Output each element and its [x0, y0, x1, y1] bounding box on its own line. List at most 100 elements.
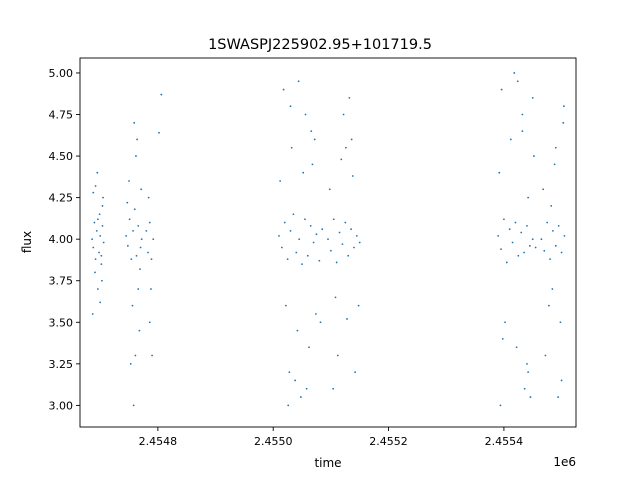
data-point — [348, 96, 351, 99]
data-point — [560, 251, 563, 254]
data-point — [498, 171, 501, 174]
data-point — [526, 362, 528, 365]
data-point — [338, 231, 341, 234]
data-point — [137, 288, 140, 290]
data-point — [332, 387, 335, 390]
data-point — [101, 224, 104, 227]
data-point — [562, 105, 565, 108]
data-point — [526, 224, 528, 227]
data-point — [309, 224, 312, 227]
data-point — [99, 301, 102, 304]
data-point — [139, 246, 142, 249]
data-point — [353, 246, 355, 249]
data-point — [543, 249, 546, 252]
data-point — [137, 224, 140, 227]
data-point — [285, 304, 287, 307]
x-tick-label: 2.4548 — [139, 435, 178, 448]
data-point — [552, 229, 554, 232]
data-point — [521, 130, 524, 133]
data-point — [147, 196, 150, 199]
data-point — [534, 246, 537, 249]
data-point — [347, 254, 350, 257]
data-point — [131, 304, 134, 307]
data-point — [313, 138, 316, 141]
data-point — [299, 396, 302, 398]
data-point — [531, 96, 534, 99]
x-axis-label: time — [314, 456, 341, 470]
data-point — [128, 218, 131, 221]
data-point — [102, 196, 104, 199]
x-tick-label: 2.4554 — [485, 435, 524, 448]
data-point — [278, 234, 280, 237]
data-point — [357, 304, 360, 307]
data-point — [500, 88, 503, 91]
data-point — [499, 404, 502, 407]
data-point — [294, 379, 297, 382]
plot-frame — [79, 57, 577, 428]
data-point — [283, 221, 286, 224]
data-point — [94, 185, 97, 187]
data-point — [533, 155, 535, 157]
data-point — [96, 288, 99, 290]
data-point — [501, 338, 504, 340]
data-point — [138, 329, 141, 332]
data-point — [91, 313, 94, 315]
x-axis-ticks: 2.4548 2.4550 2.4552 2.4554 — [139, 427, 524, 448]
data-point — [504, 321, 506, 324]
data-point — [139, 268, 141, 270]
data-point — [304, 218, 306, 221]
data-point — [553, 163, 556, 166]
data-point — [92, 191, 95, 194]
data-point — [505, 261, 508, 264]
data-point — [150, 288, 152, 290]
data-point — [344, 146, 347, 149]
data-point — [314, 313, 317, 315]
data-point — [531, 238, 534, 241]
data-point — [557, 224, 560, 227]
data-point — [151, 354, 153, 357]
data-point — [328, 188, 331, 191]
data-point — [99, 234, 102, 237]
data-point — [133, 121, 136, 124]
data-point — [544, 354, 547, 357]
data-point — [508, 228, 511, 231]
data-point — [350, 228, 352, 231]
data-point — [152, 238, 155, 241]
y-tick-label: 4.00 — [49, 233, 74, 246]
data-point — [560, 379, 563, 382]
x-tick-label: 2.4552 — [369, 435, 408, 448]
y-tick-label: 5.00 — [49, 67, 74, 80]
data-point — [279, 180, 282, 182]
data-point — [354, 371, 357, 374]
data-point — [140, 238, 143, 241]
data-point — [134, 354, 137, 357]
data-point — [312, 241, 315, 244]
data-point — [358, 241, 361, 244]
data-point — [98, 251, 100, 254]
data-point — [559, 321, 562, 324]
data-point — [95, 229, 98, 232]
data-point — [315, 233, 318, 236]
data-point — [302, 171, 305, 174]
data-point — [132, 229, 134, 232]
chart-title: 1SWASPJ225902.95+101719.5 — [208, 37, 432, 53]
data-point — [514, 221, 517, 224]
data-point — [160, 93, 163, 96]
data-point — [550, 205, 553, 207]
data-points — [91, 72, 566, 407]
data-point — [321, 228, 324, 231]
data-point — [332, 218, 335, 221]
data-point — [93, 221, 96, 224]
data-point — [150, 258, 153, 261]
y-tick-label: 3.00 — [49, 399, 74, 412]
data-point — [500, 248, 502, 251]
data-point — [129, 362, 132, 365]
data-point — [91, 238, 94, 241]
data-point — [540, 238, 543, 241]
data-point — [145, 229, 148, 232]
data-point — [346, 318, 348, 320]
data-point — [289, 229, 292, 232]
data-point — [148, 221, 151, 224]
data-point — [503, 218, 505, 221]
data-point — [334, 296, 337, 299]
